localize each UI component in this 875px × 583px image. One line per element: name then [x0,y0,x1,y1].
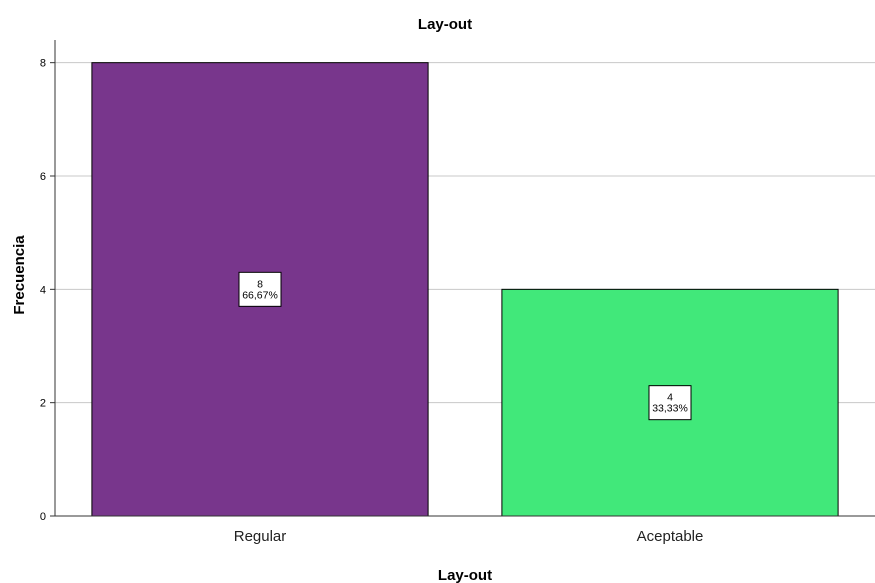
x-axis-label: Lay-out [438,567,492,583]
y-tick-label: 8 [40,58,46,70]
y-tick-label: 0 [40,511,46,523]
data-label-box [238,271,282,307]
x-category-label: Regular [234,528,287,545]
data-label-percent: 33,33% [652,403,688,415]
data-label-box [648,385,692,421]
data-label-count: 4 [667,392,673,404]
y-ticks-group: 0 2 4 6 8 [40,58,55,523]
y-tick-label: 6 [40,171,46,183]
y-tick-label: 4 [40,284,46,296]
data-label-aceptable: 433,33% [648,385,692,421]
data-labels-group: 866,67% 433,33% [238,271,692,421]
data-label-regular: 866,67% [238,271,282,307]
data-label-count: 8 [257,278,263,290]
chart-title: Lay-out [418,16,472,33]
y-tick-label: 2 [40,398,46,410]
y-axis-label: Frecuencia [11,235,28,315]
x-categories-group: Regular Aceptable [234,528,704,545]
axes-group [54,40,875,517]
data-label-percent: 66,67% [242,289,278,301]
x-category-label: Aceptable [637,528,704,545]
